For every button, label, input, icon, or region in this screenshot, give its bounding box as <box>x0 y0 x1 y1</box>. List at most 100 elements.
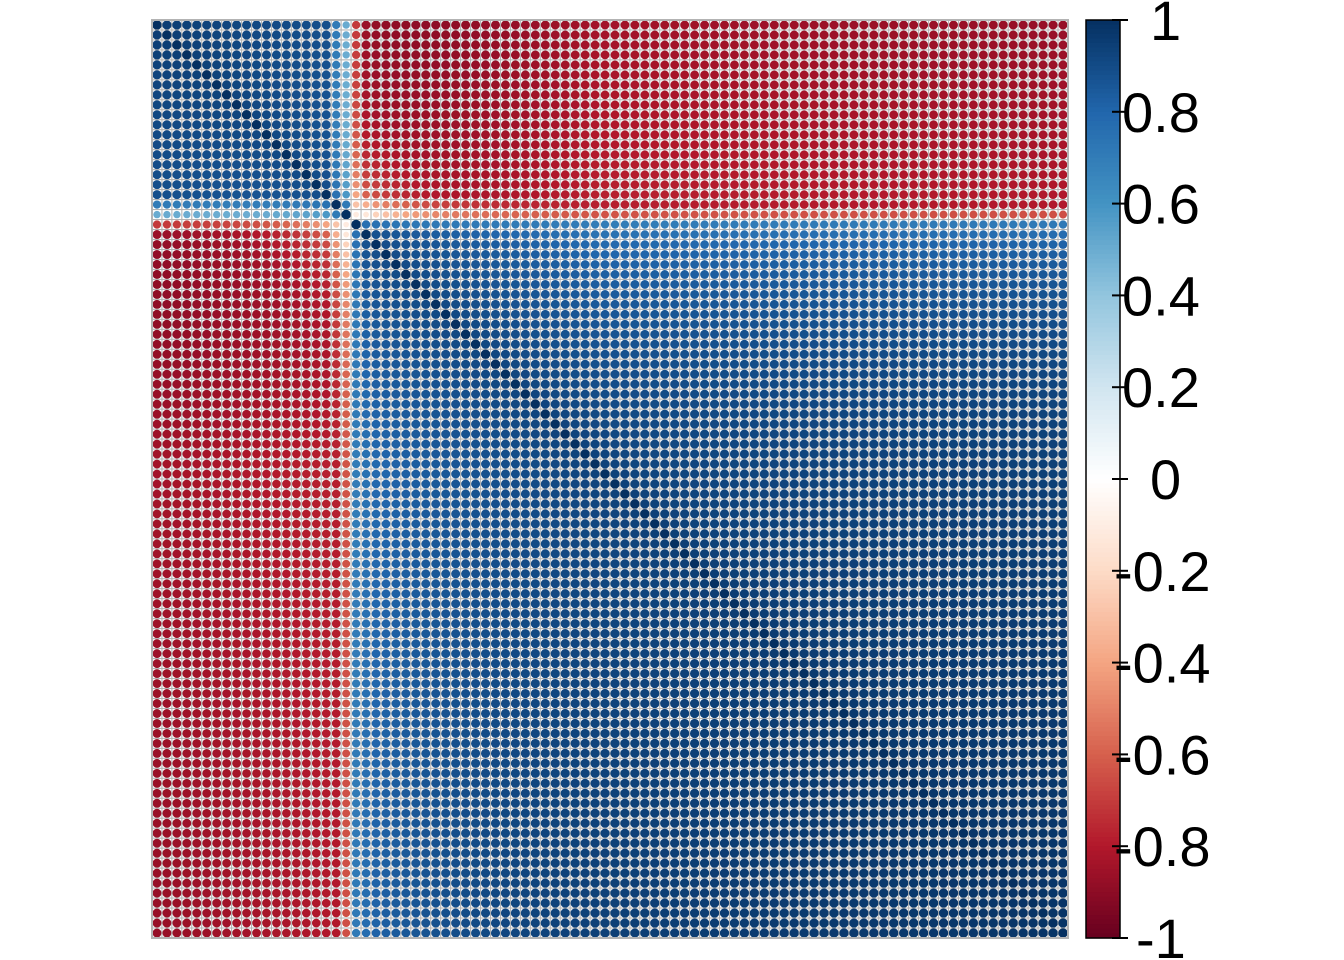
heatmap-cell-marker <box>560 260 570 269</box>
heatmap-cell-marker <box>202 230 212 239</box>
heatmap-cell-marker <box>829 40 839 50</box>
heatmap-cell-marker <box>720 100 729 110</box>
heatmap-cell-marker <box>799 200 809 209</box>
heatmap-cell-marker <box>292 210 301 219</box>
heatmap-cell-marker <box>710 190 719 199</box>
heatmap-cell-marker <box>431 60 441 70</box>
heatmap-cell-marker <box>749 70 759 80</box>
heatmap-cell-marker <box>182 30 192 40</box>
heatmap-cell-marker <box>471 220 480 229</box>
heatmap-cell-marker <box>202 289 212 299</box>
heatmap-cell-marker <box>809 100 819 110</box>
heatmap-cell-marker <box>789 240 799 249</box>
heatmap-cell-marker <box>172 160 182 170</box>
heatmap-cell-marker <box>262 250 271 259</box>
heatmap-cell-marker <box>202 80 212 90</box>
heatmap-cell-marker <box>311 190 321 200</box>
heatmap-cell-marker <box>361 80 371 90</box>
heatmap-cell-marker <box>251 90 262 100</box>
heatmap-cell-marker <box>710 110 719 120</box>
heatmap-cell-marker <box>421 60 431 70</box>
heatmap-cell-marker <box>620 60 630 70</box>
heatmap-cell-marker <box>650 100 660 110</box>
heatmap-cell-marker <box>481 60 491 70</box>
heatmap-cell-marker <box>342 261 350 268</box>
heatmap-cell-marker <box>700 279 710 289</box>
heatmap-cell-marker <box>680 190 689 199</box>
heatmap-cell-marker <box>590 30 600 40</box>
heatmap-cell-marker <box>212 279 222 289</box>
heatmap-cell-marker <box>351 250 361 259</box>
heatmap-cell-marker <box>570 130 580 140</box>
heatmap-cell-marker <box>909 30 919 40</box>
heatmap-cell-marker <box>202 180 212 190</box>
heatmap-cell-marker <box>311 160 321 170</box>
heatmap-cell-marker <box>311 70 321 80</box>
heatmap-cell-marker <box>730 279 739 289</box>
heatmap-cell-marker <box>471 200 480 209</box>
heatmap-cell-marker <box>809 150 819 160</box>
heatmap-cell-marker <box>162 80 172 90</box>
heatmap-cell-marker <box>202 100 212 110</box>
heatmap-cell-marker <box>779 180 789 189</box>
heatmap-cell-marker <box>511 160 520 170</box>
heatmap-cell-marker <box>431 200 440 209</box>
heatmap-cell-marker <box>311 100 321 110</box>
heatmap-cell-marker <box>242 250 252 259</box>
heatmap-cell-marker <box>610 140 620 150</box>
heatmap-cell-marker <box>730 30 739 40</box>
heatmap-cell-marker <box>481 230 490 239</box>
heatmap-cell-marker <box>730 50 739 60</box>
heatmap-cell-marker <box>630 110 640 120</box>
heatmap-cell-marker <box>361 220 371 229</box>
heatmap-cell-marker <box>1019 210 1028 219</box>
heatmap-cell-marker <box>640 260 650 269</box>
heatmap-cell-marker <box>381 140 391 150</box>
heatmap-cell-marker <box>342 131 350 139</box>
heatmap-cell-marker <box>839 170 849 180</box>
heatmap-cell-marker <box>371 160 381 169</box>
heatmap-cell-marker <box>670 270 680 279</box>
heatmap-cell-marker <box>700 270 710 279</box>
heatmap-cell-marker <box>520 120 530 130</box>
heatmap-cell-marker <box>371 60 381 70</box>
heatmap-cell-marker <box>252 220 261 229</box>
heatmap-cell-marker <box>401 249 411 260</box>
heatmap-cell-marker <box>431 259 441 269</box>
heatmap-cell-marker <box>1058 110 1068 120</box>
heatmap-cell-marker <box>222 40 232 50</box>
heatmap-cell-marker <box>491 90 500 100</box>
heatmap-cell-marker <box>172 70 182 80</box>
heatmap-cell-marker <box>600 220 610 229</box>
heatmap-cell-marker <box>332 231 340 238</box>
heatmap-cell-marker <box>839 50 849 60</box>
heatmap-cell-marker <box>520 240 530 249</box>
heatmap-cell-marker <box>211 80 222 90</box>
heatmap-cell-marker <box>919 180 928 189</box>
heatmap-cell-marker <box>969 150 978 160</box>
heatmap-cell-marker <box>361 229 371 240</box>
heatmap-cell-marker <box>222 150 232 160</box>
heatmap-cell-marker <box>570 110 580 120</box>
heatmap-cell-marker <box>202 110 212 120</box>
heatmap-cell-marker <box>332 160 341 169</box>
heatmap-cell-marker <box>998 70 1008 80</box>
heatmap-cell-marker <box>540 120 550 130</box>
heatmap-cell-marker <box>152 269 162 280</box>
heatmap-cell-marker <box>332 30 341 40</box>
heatmap-cell-marker <box>401 230 411 239</box>
heatmap-cell-marker <box>511 240 520 249</box>
heatmap-cell-marker <box>291 289 301 299</box>
heatmap-cell-marker <box>809 260 819 269</box>
heatmap-cell-marker <box>839 200 849 209</box>
heatmap-cell-marker <box>939 50 949 60</box>
heatmap-cell-marker <box>929 279 939 289</box>
heatmap-cell-marker <box>859 150 869 160</box>
heatmap-cell-marker <box>580 40 590 50</box>
heatmap-cell-marker <box>998 20 1008 30</box>
heatmap-cell-marker <box>152 140 162 150</box>
heatmap-cell-marker <box>192 110 202 120</box>
heatmap-cell-marker <box>670 130 680 140</box>
heatmap-cell-marker <box>232 259 242 269</box>
heatmap-cell-marker <box>978 160 988 170</box>
